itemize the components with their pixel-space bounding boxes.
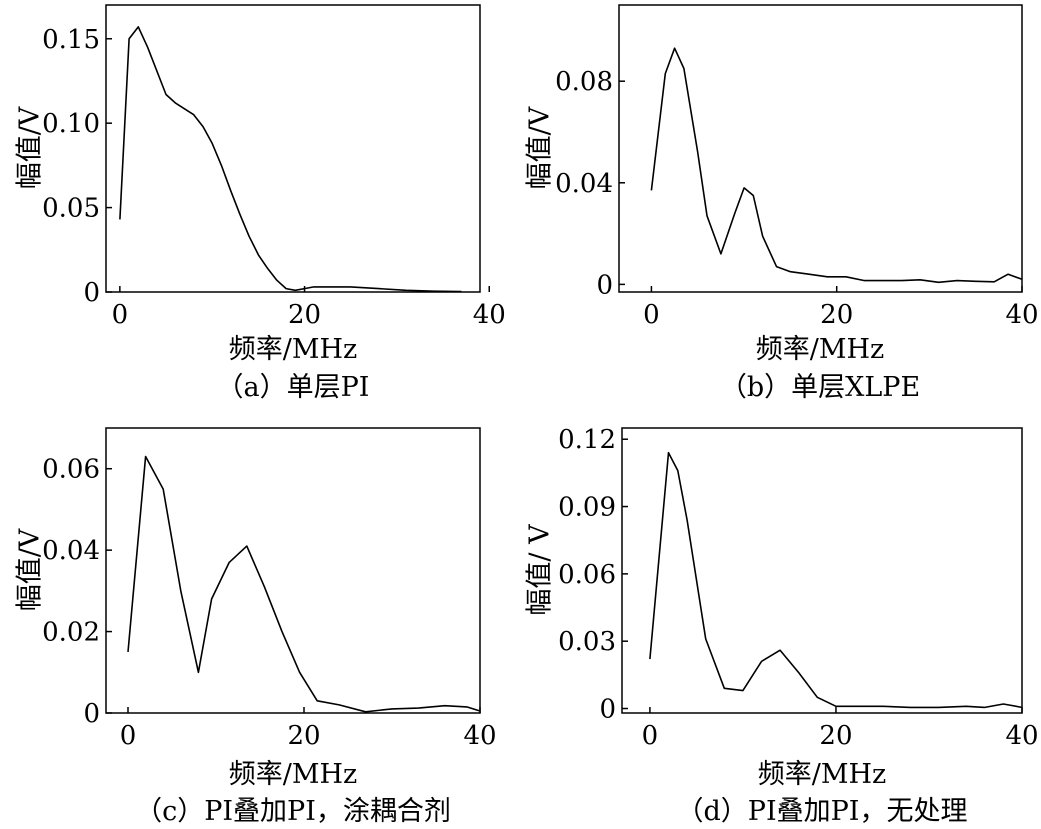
x-tick-label: 20 — [819, 721, 852, 751]
x-tick-label: 0 — [642, 721, 659, 751]
x-tick-label: 40 — [463, 721, 496, 751]
y-tick-label: 0.15 — [42, 25, 100, 55]
y-tick-label: 0 — [83, 278, 100, 308]
y-tick-label: 0 — [83, 699, 100, 729]
series-line — [119, 26, 462, 293]
plot-frame — [105, 427, 481, 714]
x-tick-label: 40 — [1005, 300, 1038, 330]
series-line — [649, 451, 1023, 709]
y-tick-label: 0.04 — [42, 536, 100, 566]
y-tick-label: 0.03 — [558, 627, 616, 657]
plot-frame — [621, 427, 1023, 714]
y-tick-label: 0.12 — [558, 425, 616, 455]
x-axis-label: 频率/MHz — [758, 759, 887, 790]
panel-d: 0 20 40 0 0.03 0.06 0.09 0.12 频率/MHz 幅值/ V （d）PI叠加… — [525, 425, 1039, 827]
panel-caption: （a）单层PI — [217, 372, 370, 403]
y-tick-label: 0.04 — [555, 169, 613, 199]
panel-c: 0 20 40 0 0.02 0.04 0.06 频率/MHz 幅值/V （c）PI叠加PI，涂耦… — [15, 427, 497, 827]
y-tick-label: 0 — [599, 695, 616, 725]
y-axis-label: 幅值/V — [15, 528, 46, 611]
series-line — [127, 455, 481, 713]
panel-b: 0 20 40 0 0.04 0.08 频率/MHz 幅值/V （b）单层XLPE — [525, 4, 1039, 403]
panel-caption: （c）PI叠加PI，涂耦合剂 — [135, 796, 451, 827]
x-axis-label: 频率/MHz — [756, 334, 885, 365]
y-tick-label: 0 — [596, 270, 613, 300]
panel-caption: （b）单层XLPE — [720, 372, 920, 403]
plot-frame — [618, 4, 1023, 293]
y-tick-label: 0.05 — [42, 194, 100, 224]
x-tick-label: 0 — [112, 300, 129, 330]
y-tick-label: 0.08 — [555, 67, 613, 97]
x-tick-label: 40 — [473, 300, 506, 330]
x-axis-label: 频率/MHz — [229, 759, 358, 790]
y-tick-label: 0.02 — [42, 618, 100, 648]
series-line — [650, 47, 1023, 284]
y-tick-label: 0.09 — [558, 493, 616, 523]
x-tick-label: 0 — [120, 721, 137, 751]
y-axis-label: 幅值/V — [525, 106, 556, 189]
panel-caption: （d）PI叠加PI，无处理 — [677, 796, 968, 827]
x-tick-label: 20 — [820, 300, 853, 330]
x-axis-label: 频率/MHz — [229, 334, 358, 365]
x-tick-label: 20 — [287, 721, 320, 751]
panel-a: 0 20 40 0 0.05 0.10 0.15 频率/MHz 幅值/V （a）单层PI — [15, 4, 506, 403]
y-axis-label: 幅值/ V — [525, 524, 556, 616]
y-tick-label: 0.06 — [42, 455, 100, 485]
y-tick-label: 0.06 — [558, 560, 616, 590]
y-axis-label: 幅值/V — [15, 106, 46, 189]
plot-frame — [105, 4, 481, 293]
x-tick-label: 40 — [1005, 721, 1038, 751]
y-tick-label: 0.10 — [42, 109, 100, 139]
x-tick-label: 0 — [643, 300, 660, 330]
x-tick-label: 20 — [288, 300, 321, 330]
